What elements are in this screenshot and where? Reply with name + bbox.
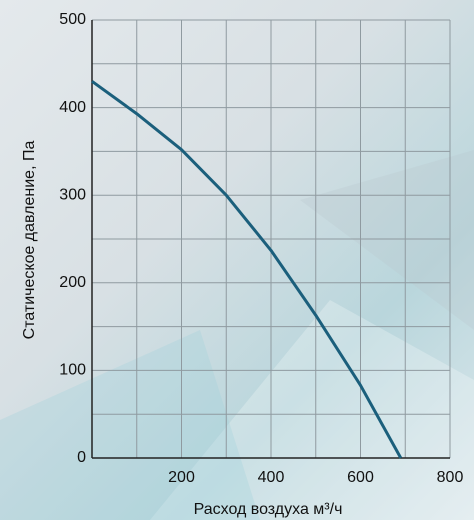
y-tick-label: 500 xyxy=(59,11,86,28)
x-tick-label: 600 xyxy=(347,469,374,486)
bg-shape xyxy=(0,330,260,520)
y-tick-label: 300 xyxy=(59,186,86,203)
x-tick-label: 200 xyxy=(168,469,195,486)
x-tick-label: 800 xyxy=(437,469,464,486)
x-tick-label: 400 xyxy=(258,469,285,486)
y-tick-label: 200 xyxy=(59,274,86,291)
y-tick-label: 0 xyxy=(77,449,86,466)
page: Расход воздуха м³/ч Статическое давление… xyxy=(0,0,474,520)
bg-shape xyxy=(300,150,474,330)
y-tick-label: 400 xyxy=(59,99,86,116)
x-axis-label: Расход воздуха м³/ч xyxy=(194,501,343,518)
y-tick-label: 100 xyxy=(59,362,86,379)
y-axis-label: Статическое давление, Па xyxy=(21,141,38,340)
chart: Расход воздуха м³/ч Статическое давление… xyxy=(0,0,474,520)
